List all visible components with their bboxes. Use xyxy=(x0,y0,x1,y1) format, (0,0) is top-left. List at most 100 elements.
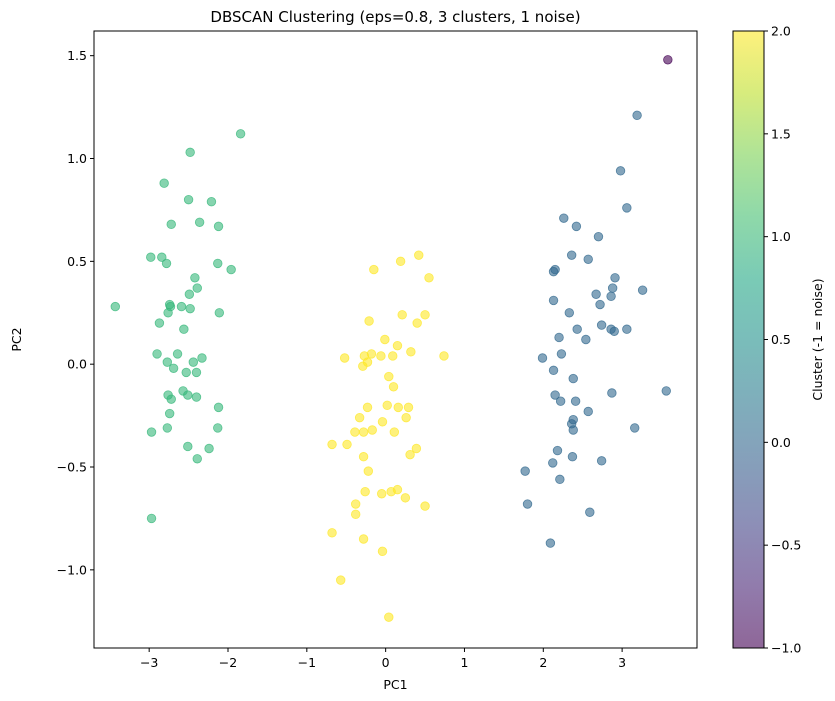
x-tick-label: −3 xyxy=(140,655,158,670)
scatter-point-cluster-0 xyxy=(522,499,533,509)
scatter-point-cluster-0 xyxy=(567,452,578,462)
scatter-point-cluster-1 xyxy=(183,390,193,400)
x-axis: −3 −2 −1 0 1 2 3 xyxy=(140,648,626,670)
y-tick-label: 1.5 xyxy=(67,48,87,63)
scatter-point-cluster-0 xyxy=(632,110,642,121)
scatter-point-cluster-1 xyxy=(235,129,246,139)
scatter-point-cluster-0 xyxy=(593,231,604,242)
colorbar-ticks: −1.0 −0.5 0.0 0.5 1.0 1.5 2.0 xyxy=(764,24,801,656)
chart-title: DBSCAN Clustering (eps=0.8, 3 clusters, … xyxy=(210,8,580,26)
plot-frame xyxy=(93,30,698,649)
x-tick-label: 2 xyxy=(539,655,547,670)
scatter-points xyxy=(110,55,673,622)
scatter-point-cluster-1 xyxy=(181,367,191,378)
scatter-point-cluster-2 xyxy=(395,256,406,267)
scatter-point-cluster-2 xyxy=(367,425,377,435)
scatter-point-cluster-1 xyxy=(185,303,195,314)
scatter-point-cluster-2 xyxy=(363,466,374,476)
scatter-point-cluster-1 xyxy=(191,392,202,402)
scatter-point-cluster-0 xyxy=(583,254,593,264)
scatter-point-cluster-0 xyxy=(556,349,567,359)
y-axis: −1.0 −0.5 0.0 0.5 1.0 1.5 xyxy=(57,48,94,577)
scatter-point-cluster-0 xyxy=(630,423,640,433)
scatter-point-cluster-0 xyxy=(609,326,619,336)
scatter-point-cluster-2 xyxy=(377,417,388,427)
x-tick-label: 0 xyxy=(382,655,390,670)
scatter-point-cluster-2 xyxy=(392,484,403,495)
scatter-point-cluster-1 xyxy=(213,423,223,433)
scatter-point-cluster--1 xyxy=(663,55,673,65)
scatter-point-cluster-1 xyxy=(179,324,189,334)
scatter-point-cluster-0 xyxy=(637,285,648,295)
colorbar-label: Cluster (-1 = noise) xyxy=(810,278,825,400)
scatter-point-cluster-0 xyxy=(548,365,559,376)
colorbar-tick-label: 1.0 xyxy=(771,229,791,244)
scatter-point-cluster-2 xyxy=(400,493,411,503)
scatter-point-cluster-0 xyxy=(554,332,564,343)
scatter-point-cluster-1 xyxy=(162,423,173,433)
scatter-point-cluster-0 xyxy=(564,308,575,318)
scatter-point-cluster-2 xyxy=(401,412,411,423)
scatter-point-cluster-1 xyxy=(154,318,165,328)
scatter-point-cluster-2 xyxy=(354,412,365,423)
scatter-point-cluster-0 xyxy=(585,507,595,517)
scatter-point-cluster-2 xyxy=(393,402,403,413)
scatter-point-cluster-1 xyxy=(191,367,202,378)
scatter-point-cluster-2 xyxy=(358,427,369,437)
scatter-point-cluster-2 xyxy=(327,528,337,538)
scatter-point-cluster-2 xyxy=(397,310,407,320)
y-tick-label: −1.0 xyxy=(57,562,87,577)
scatter-point-cluster-0 xyxy=(520,466,530,476)
colorbar-tick-label: 0.0 xyxy=(771,435,791,450)
scatter-point-cluster-0 xyxy=(545,538,556,548)
scatter-point-cluster-1 xyxy=(172,349,183,359)
colorbar-gradient xyxy=(733,31,764,648)
scatter-point-cluster-1 xyxy=(213,258,223,269)
scatter-point-cluster-0 xyxy=(555,396,566,406)
scatter-point-cluster-2 xyxy=(403,402,414,413)
y-tick-label: −0.5 xyxy=(57,460,87,475)
scatter-point-cluster-0 xyxy=(610,273,620,283)
scatter-point-cluster-2 xyxy=(377,546,388,557)
scatter-point-cluster-1 xyxy=(206,197,217,207)
scatter-point-cluster-0 xyxy=(548,458,558,468)
scatter-point-cluster-1 xyxy=(166,394,176,404)
scatter-point-cluster-2 xyxy=(376,351,386,361)
scatter-point-cluster-2 xyxy=(384,612,394,622)
scatter-point-cluster-2 xyxy=(336,575,346,585)
scatter-point-cluster-0 xyxy=(596,456,607,466)
x-tick-label: −1 xyxy=(298,655,316,670)
scatter-point-cluster-1 xyxy=(214,308,225,318)
scatter-point-cluster-2 xyxy=(412,318,422,328)
x-tick-label: 1 xyxy=(460,655,468,670)
scatter-point-cluster-1 xyxy=(166,219,176,230)
scatter-point-cluster-1 xyxy=(226,264,236,275)
scatter-point-cluster-2 xyxy=(405,449,415,460)
scatter-point-cluster-2 xyxy=(362,402,373,413)
colorbar: −1.0 −0.5 0.0 0.5 1.0 1.5 2.0 Cluster (-1 = no… xyxy=(732,24,825,656)
scatter-point-cluster-1 xyxy=(157,252,167,262)
scatter-point-cluster-0 xyxy=(548,266,559,277)
scatter-point-cluster-1 xyxy=(213,402,224,413)
scatter-point-cluster-0 xyxy=(591,289,601,299)
scatter-point-cluster-1 xyxy=(183,194,194,205)
scatter-point-cluster-1 xyxy=(204,443,214,454)
colorbar-tick-label: −1.0 xyxy=(771,641,801,656)
scatter-point-cluster-2 xyxy=(358,534,369,544)
scatter-point-cluster-1 xyxy=(197,353,207,363)
scatter-point-cluster-0 xyxy=(607,388,617,398)
scatter-point-cluster-0 xyxy=(571,221,582,232)
y-tick-label: 0.5 xyxy=(67,254,87,269)
scatter-point-cluster-2 xyxy=(420,310,430,320)
scatter-point-cluster-1 xyxy=(152,349,162,359)
scatter-point-cluster-1 xyxy=(161,258,172,269)
scatter-point-cluster-2 xyxy=(360,486,370,497)
scatter-point-cluster-2 xyxy=(389,427,400,437)
scatter-point-cluster-2 xyxy=(358,452,369,462)
scatter-point-cluster-0 xyxy=(548,295,559,306)
y-tick-label: 1.0 xyxy=(67,151,87,166)
scatter-point-cluster-1 xyxy=(192,454,202,464)
y-axis-label: PC2 xyxy=(9,327,24,351)
scatter-point-cluster-0 xyxy=(583,406,593,417)
scatter-point-cluster-1 xyxy=(164,408,175,419)
